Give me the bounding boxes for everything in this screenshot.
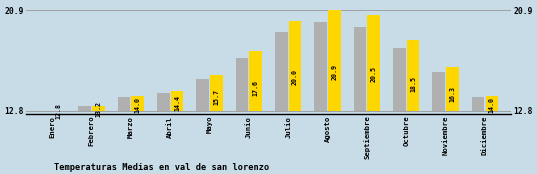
Text: 20.9: 20.9 [331, 65, 337, 80]
Text: Temperaturas Medias en val de san lorenzo: Temperaturas Medias en val de san lorenz… [54, 163, 269, 172]
Bar [485, 96, 498, 110]
Bar [446, 67, 459, 110]
Bar [197, 79, 209, 110]
Bar [210, 75, 223, 110]
Bar [328, 10, 340, 110]
Text: 14.0: 14.0 [135, 97, 141, 113]
Bar [92, 106, 105, 110]
Bar [393, 49, 405, 110]
Text: 17.6: 17.6 [253, 80, 259, 96]
Bar [275, 32, 288, 110]
Bar [354, 27, 366, 110]
Bar [157, 93, 170, 110]
Bar [289, 21, 301, 110]
Text: 16.3: 16.3 [449, 86, 455, 102]
Text: 20.5: 20.5 [371, 66, 377, 82]
Text: 14.4: 14.4 [174, 95, 180, 111]
Text: 12.8: 12.8 [56, 102, 62, 118]
Bar [132, 96, 144, 110]
Text: 14.0: 14.0 [489, 97, 495, 113]
Bar [314, 22, 327, 110]
Bar [118, 97, 130, 110]
Bar [432, 72, 445, 110]
Text: 13.2: 13.2 [95, 101, 101, 117]
Text: 18.5: 18.5 [410, 76, 416, 92]
Text: 15.7: 15.7 [213, 89, 219, 105]
Bar [407, 40, 419, 110]
Bar [236, 58, 248, 110]
Bar [78, 106, 91, 110]
Bar [367, 15, 380, 110]
Bar [171, 91, 183, 110]
Bar [472, 97, 484, 110]
Bar [249, 51, 262, 110]
Text: 20.0: 20.0 [292, 69, 298, 85]
